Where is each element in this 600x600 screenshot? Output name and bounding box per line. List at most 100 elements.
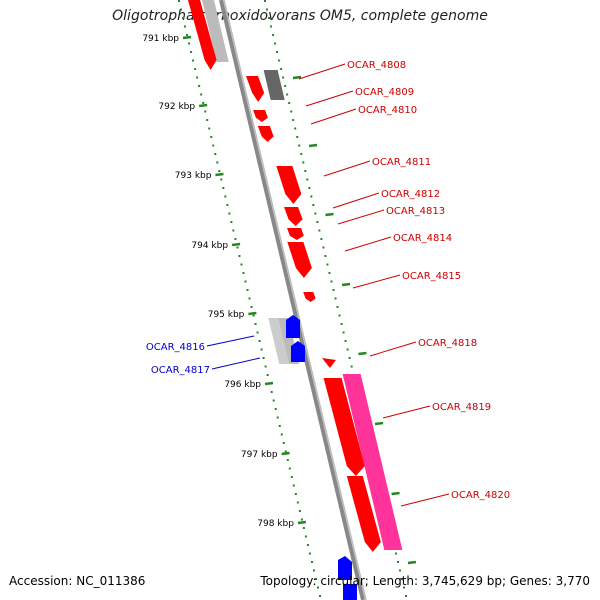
label-leader [352, 274, 401, 289]
label-leader [400, 493, 450, 507]
scale-dot [234, 238, 237, 240]
scale-dot [298, 144, 301, 147]
scale-dot [282, 76, 285, 79]
scale-dot [348, 357, 351, 359]
scale-label: 791 kbp [142, 34, 179, 44]
scale-dot [278, 425, 281, 427]
gene-forward [287, 242, 312, 278]
scale-dot [184, 25, 187, 28]
scale-dot [218, 170, 221, 172]
gene-label[interactable]: OCAR_4809 [355, 87, 414, 98]
scale-dot [208, 127, 211, 130]
gene-reverse [291, 341, 305, 362]
gene-label[interactable]: OCAR_4819 [432, 402, 491, 413]
label-leader [211, 357, 261, 370]
scale-dot [290, 110, 293, 113]
scale-dot [310, 195, 313, 198]
scale-dot [314, 212, 317, 215]
scale-dot [222, 187, 225, 189]
scale-dot [317, 586, 320, 589]
scale-dot [272, 34, 275, 36]
gene-forward [253, 110, 268, 122]
gene-label[interactable]: OCAR_4814 [393, 233, 452, 244]
gene-label[interactable]: OCAR_4820 [451, 490, 510, 501]
scale-dot [400, 578, 403, 580]
gene-reverse [286, 315, 300, 338]
scale-tick-left [182, 35, 192, 40]
scale-dot [306, 178, 309, 181]
scale-dot [282, 442, 285, 444]
scale-dot [232, 229, 235, 232]
scale-dot [304, 170, 307, 172]
scale-dot [302, 161, 305, 164]
scale-dot [266, 374, 269, 376]
scale-dot [296, 136, 299, 138]
gene-label[interactable]: OCAR_4811 [372, 157, 431, 168]
label-leader [206, 335, 255, 347]
scale-dot [266, 8, 269, 11]
scale-dot [186, 34, 189, 36]
label-leader [337, 209, 385, 225]
scale-tick-left [198, 103, 208, 108]
scale-dot [270, 391, 273, 393]
label-leader [305, 90, 354, 107]
genome-backbone-shadow [223, 0, 367, 600]
scale-dot [254, 323, 257, 325]
scale-tick-left [215, 172, 224, 177]
scale-dot [302, 527, 305, 529]
scale-dot [334, 297, 337, 300]
gene-label[interactable]: OCAR_4817 [151, 365, 210, 376]
scale-dot [288, 467, 291, 470]
scale-dot [250, 306, 253, 308]
gene-dark [263, 70, 285, 100]
scale-dot [312, 569, 315, 572]
scale-dot [308, 552, 311, 555]
scale-dot [180, 8, 183, 11]
label-leader [323, 160, 371, 177]
scale-dot [182, 17, 185, 19]
scale-dot [292, 484, 295, 487]
gene-label[interactable]: OCAR_4812 [381, 189, 440, 200]
scale-dot [216, 161, 219, 164]
scale-dot [204, 110, 207, 113]
scale-dot [294, 127, 297, 130]
scale-dot [258, 340, 261, 342]
label-leader-lines [206, 63, 450, 507]
scale-dot [192, 59, 195, 62]
gene-forward [287, 228, 304, 240]
scale-dot [306, 544, 309, 546]
scale-dot [270, 25, 273, 28]
scale-dot [405, 595, 408, 597]
scale-dot [178, 0, 180, 2]
gene-forward [276, 166, 302, 204]
gene-label[interactable]: OCAR_4818 [418, 338, 477, 349]
gene-features [188, 0, 403, 600]
gene-forward [303, 292, 316, 302]
scale-tick-right [358, 351, 367, 356]
gene-label[interactable]: OCAR_4808 [347, 60, 406, 71]
gene-label[interactable]: OCAR_4815 [402, 271, 461, 282]
genome-backbone [219, 0, 365, 600]
gene-forward [284, 207, 303, 226]
scale-dot [319, 595, 322, 597]
gene-label[interactable]: OCAR_4813 [386, 206, 445, 217]
scale-tick-right [407, 560, 417, 565]
scale-dot [248, 297, 251, 300]
gene-label[interactable]: OCAR_4810 [358, 105, 417, 116]
scale-dot [300, 518, 303, 521]
gene-highlight [342, 374, 403, 550]
scale-labels: 791 kbp 792 kbp 793 kbp 794 kbp 795 kbp 796 k… [142, 34, 417, 565]
scale-dot [238, 255, 241, 257]
scale-dot [284, 85, 287, 87]
scale-dot [194, 68, 197, 70]
scale-dot [288, 102, 291, 104]
scale-dot [336, 306, 339, 308]
scale-dot [280, 68, 283, 70]
label-leader [298, 63, 346, 80]
gene-forward [322, 358, 336, 368]
scale-dot [220, 178, 223, 181]
scale-dot [300, 153, 303, 155]
scale-label: 792 kbp [158, 102, 195, 112]
gene-label[interactable]: OCAR_4816 [146, 342, 205, 353]
